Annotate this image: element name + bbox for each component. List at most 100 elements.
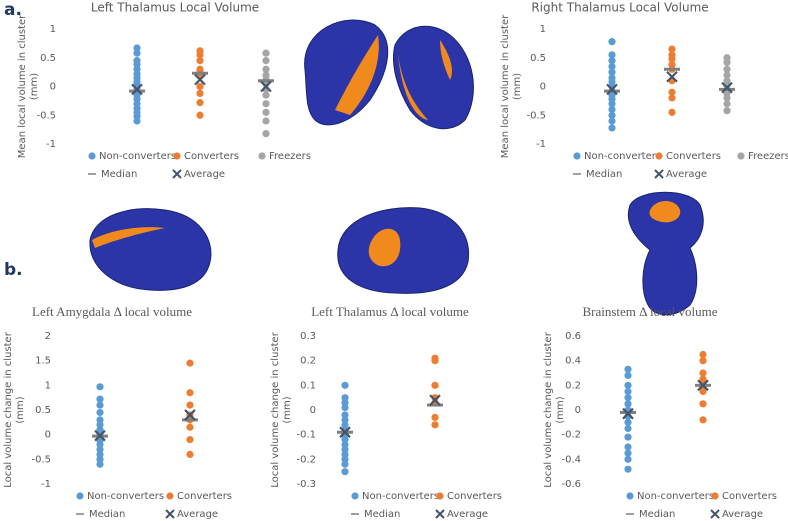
legend-swatch	[737, 152, 745, 160]
y-tick-label: -0.2	[561, 430, 581, 441]
chart-title: Left Thalamus Δ local volume	[311, 304, 469, 319]
data-point	[262, 108, 270, 116]
legend-label: Freezers	[748, 151, 788, 162]
data-point	[186, 423, 194, 431]
data-point	[196, 111, 204, 119]
y-tick-label: 0.5	[40, 53, 56, 64]
legend-label: Average	[184, 169, 225, 180]
data-point	[96, 408, 104, 417]
y-tick-label: 2	[45, 331, 51, 342]
data-point	[723, 65, 731, 73]
data-point	[699, 369, 707, 377]
y-tick-label: 0	[45, 430, 51, 441]
data-point	[608, 68, 616, 76]
legend-swatch	[435, 509, 445, 519]
data-point	[96, 416, 104, 424]
data-point	[96, 455, 104, 463]
data-point	[262, 65, 270, 73]
average-marker	[606, 83, 618, 96]
data-point	[608, 38, 616, 46]
legend-label: Non-converters	[637, 491, 714, 502]
average-marker	[260, 80, 272, 93]
chart-title: Brainstem Δ local volume	[582, 304, 717, 319]
data-point	[608, 117, 616, 125]
legend-label: Freezers	[269, 151, 311, 162]
data-point	[699, 357, 707, 365]
data-point	[96, 421, 104, 429]
y-axis-label: (mm)	[15, 396, 26, 423]
data-point	[723, 100, 731, 108]
y-tick-label: 1	[540, 24, 546, 35]
y-tick-label: -0.4	[561, 454, 581, 465]
y-tick-label: 0	[50, 82, 56, 93]
data-point	[431, 357, 439, 365]
legend-label: Converters	[184, 151, 239, 162]
data-point	[608, 124, 616, 132]
data-point	[196, 99, 204, 107]
data-point	[196, 89, 204, 97]
brain-render-amygdala	[89, 208, 212, 291]
y-tick-label: -0.5	[526, 110, 546, 121]
data-point	[699, 416, 707, 424]
legend-label: Average	[666, 169, 707, 180]
legend-label: Median	[364, 509, 400, 520]
legend-label: Non-converters	[584, 151, 661, 162]
legend-label: Non-converters	[99, 151, 176, 162]
chart-title: Left Thalamus Local Volume	[91, 1, 259, 15]
y-tick-label: -0.3	[296, 479, 316, 490]
data-point	[431, 381, 439, 389]
legend-label: Median	[101, 169, 137, 180]
y-tick-label: -0.2	[296, 454, 316, 465]
y-tick-label: 0.5	[530, 53, 546, 64]
chart-title: Right Thalamus Local Volume	[531, 1, 708, 15]
y-tick-label: 0	[575, 405, 581, 416]
average-marker	[429, 394, 441, 406]
legend-swatch	[626, 492, 634, 500]
legend-label: Converters	[447, 491, 502, 502]
data-point	[186, 401, 194, 409]
data-point	[262, 49, 270, 57]
y-tick-label: -1	[41, 479, 51, 490]
y-tick-label: 1.5	[35, 356, 51, 367]
y-tick-label: -1	[46, 139, 56, 150]
data-point	[431, 421, 439, 429]
data-point	[723, 94, 731, 102]
y-tick-label: 0.3	[300, 331, 316, 342]
average-marker	[184, 409, 196, 421]
brain-render-thalamus-side	[337, 207, 470, 294]
y-axis-label: Local volume change in cluster	[270, 331, 281, 487]
data-point	[608, 51, 616, 59]
panel-label: b.	[4, 260, 23, 280]
data-point	[624, 449, 632, 457]
data-point	[723, 58, 731, 66]
data-point	[624, 443, 632, 451]
data-point	[624, 394, 632, 402]
data-point	[624, 424, 632, 433]
data-point	[186, 389, 194, 397]
data-point	[341, 399, 349, 407]
legend-label: Non-converters	[362, 491, 439, 502]
y-tick-label: 0.4	[565, 356, 581, 367]
legend-label: Average	[722, 509, 763, 520]
legend-swatch	[165, 509, 175, 519]
data-point	[699, 350, 707, 359]
data-point	[624, 371, 632, 380]
data-point	[624, 400, 632, 408]
average-marker	[94, 429, 106, 442]
legend-swatch	[173, 152, 181, 160]
y-tick-label: 1	[45, 380, 51, 391]
data-point	[196, 57, 204, 65]
y-tick-label: 0.2	[300, 356, 316, 367]
y-tick-label: -0.6	[561, 479, 581, 490]
average-marker	[622, 407, 634, 420]
average-marker	[194, 73, 206, 86]
data-point	[96, 401, 104, 409]
data-point	[699, 375, 707, 383]
data-point	[341, 450, 349, 458]
data-point	[668, 88, 676, 96]
y-axis-label: Mean local volume in cluster	[500, 14, 511, 158]
data-point	[699, 400, 707, 408]
chart-title: Left Amygdala Δ local volume	[32, 304, 192, 319]
data-point	[186, 436, 194, 444]
data-point	[341, 411, 349, 419]
